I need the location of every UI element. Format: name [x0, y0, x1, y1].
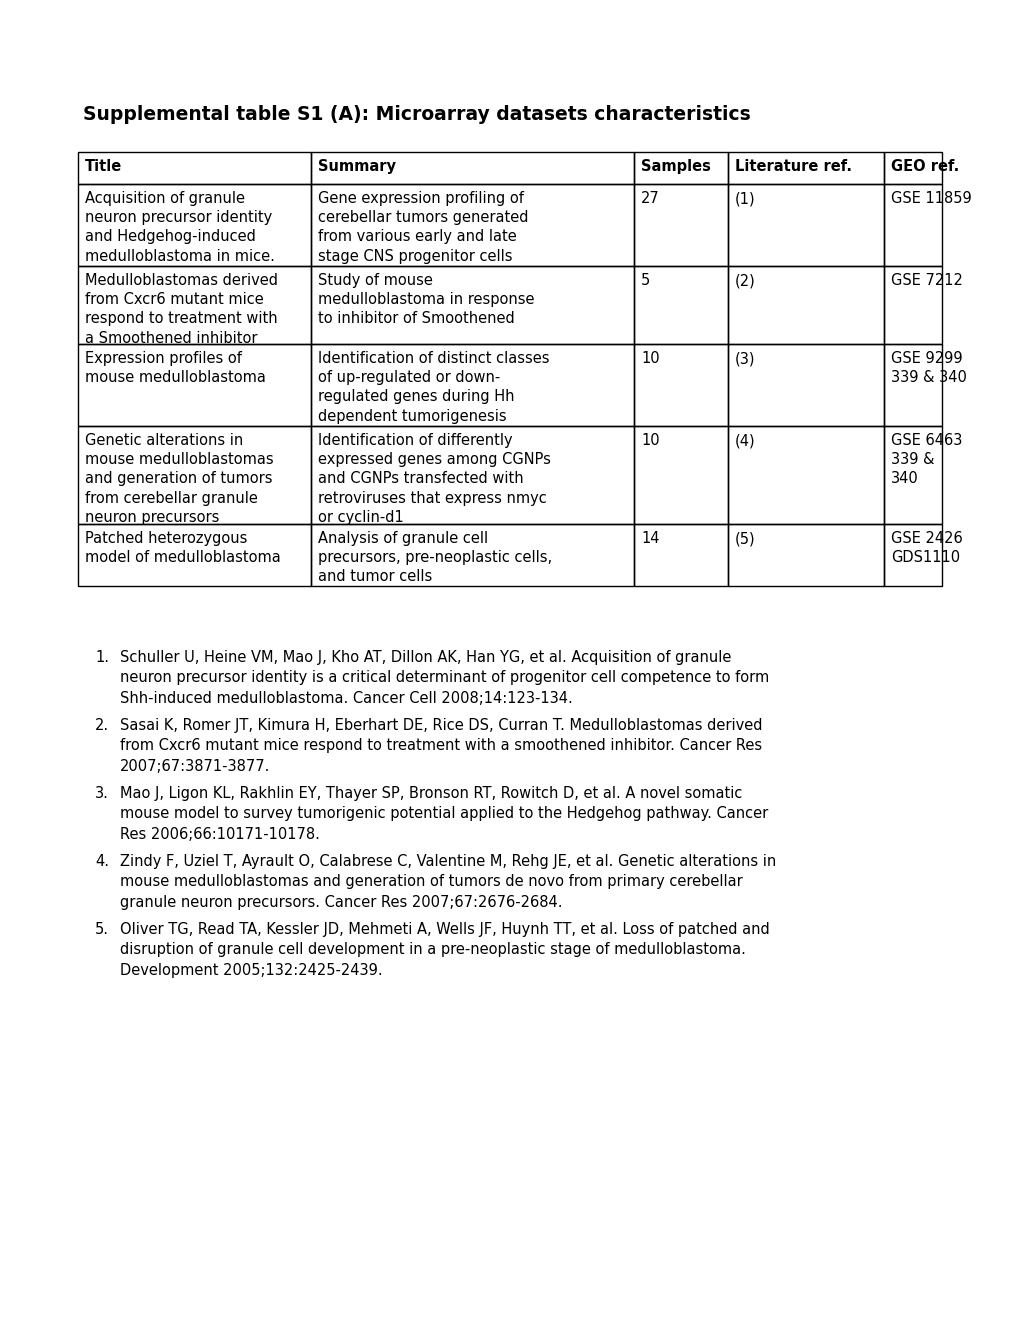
Bar	[883, 183, 942, 267]
Text: (5): (5)	[735, 531, 755, 546]
Text: (4): (4)	[735, 433, 755, 447]
Text: GSE 7212: GSE 7212	[891, 273, 962, 288]
Bar	[77, 152, 311, 183]
Text: Medulloblastomas derived
from Cxcr6 mutant mice
respond to treatment with
a Smoo: Medulloblastomas derived from Cxcr6 muta…	[85, 273, 278, 346]
Text: GSE 6463
339 &
340: GSE 6463 339 & 340	[891, 433, 962, 486]
Text: 10: 10	[640, 433, 659, 447]
Bar	[728, 524, 883, 586]
Text: Literature ref.: Literature ref.	[735, 158, 851, 174]
Bar	[77, 426, 311, 524]
Text: GSE 9299
339 & 340: GSE 9299 339 & 340	[891, 351, 966, 385]
Bar	[311, 345, 634, 426]
Bar	[311, 426, 634, 524]
Bar	[728, 426, 883, 524]
Bar	[634, 183, 728, 267]
Text: Summary: Summary	[318, 158, 395, 174]
Bar	[883, 345, 942, 426]
Text: Schuller U, Heine VM, Mao J, Kho AT, Dillon AK, Han YG, et al. Acquisition of gr: Schuller U, Heine VM, Mao J, Kho AT, Dil…	[120, 649, 768, 706]
Text: GSE 2426
GDS1110: GSE 2426 GDS1110	[891, 531, 962, 565]
Text: Study of mouse
medulloblastoma in response
to inhibitor of Smoothened: Study of mouse medulloblastoma in respon…	[318, 273, 534, 326]
Text: 5: 5	[640, 273, 650, 288]
Text: Supplemental table S1 (A): Microarray datasets characteristics: Supplemental table S1 (A): Microarray da…	[83, 106, 750, 124]
Bar	[77, 345, 311, 426]
Bar	[728, 345, 883, 426]
Bar	[728, 152, 883, 183]
Bar	[634, 152, 728, 183]
Text: GEO ref.: GEO ref.	[891, 158, 958, 174]
Text: Acquisition of granule
neuron precursor identity
and Hedgehog-induced
medullobla: Acquisition of granule neuron precursor …	[85, 191, 274, 264]
Text: GSE 11859: GSE 11859	[891, 191, 971, 206]
Bar	[634, 524, 728, 586]
Bar	[77, 524, 311, 586]
Text: 2.: 2.	[95, 718, 109, 733]
Bar	[883, 524, 942, 586]
Text: 5.: 5.	[95, 921, 109, 937]
Text: Identification of differently
expressed genes among CGNPs
and CGNPs transfected : Identification of differently expressed …	[318, 433, 550, 525]
Bar	[883, 152, 942, 183]
Text: 27: 27	[640, 191, 659, 206]
Text: Genetic alterations in
mouse medulloblastomas
and generation of tumors
from cere: Genetic alterations in mouse medulloblas…	[85, 433, 273, 525]
Bar	[311, 267, 634, 345]
Text: Title: Title	[85, 158, 122, 174]
Bar	[634, 345, 728, 426]
Text: 1.: 1.	[95, 649, 109, 665]
Bar	[311, 152, 634, 183]
Text: Analysis of granule cell
precursors, pre-neoplastic cells,
and tumor cells: Analysis of granule cell precursors, pre…	[318, 531, 551, 585]
Text: 10: 10	[640, 351, 659, 366]
Text: Samples: Samples	[640, 158, 710, 174]
Bar	[311, 183, 634, 267]
Text: Mao J, Ligon KL, Rakhlin EY, Thayer SP, Bronson RT, Rowitch D, et al. A novel so: Mao J, Ligon KL, Rakhlin EY, Thayer SP, …	[120, 785, 767, 842]
Bar	[77, 183, 311, 267]
Bar	[77, 267, 311, 345]
Text: Patched heterozygous
model of medulloblastoma: Patched heterozygous model of medullobla…	[85, 531, 280, 565]
Text: 4.: 4.	[95, 854, 109, 869]
Bar	[634, 267, 728, 345]
Text: (1): (1)	[735, 191, 755, 206]
Bar	[883, 426, 942, 524]
Text: Sasai K, Romer JT, Kimura H, Eberhart DE, Rice DS, Curran T. Medulloblastomas de: Sasai K, Romer JT, Kimura H, Eberhart DE…	[120, 718, 762, 774]
Text: (3): (3)	[735, 351, 755, 366]
Text: Oliver TG, Read TA, Kessler JD, Mehmeti A, Wells JF, Huynh TT, et al. Loss of pa: Oliver TG, Read TA, Kessler JD, Mehmeti …	[120, 921, 769, 978]
Bar	[728, 267, 883, 345]
Text: Identification of distinct classes
of up-regulated or down-
regulated genes duri: Identification of distinct classes of up…	[318, 351, 549, 424]
Text: (2): (2)	[735, 273, 755, 288]
Text: Zindy F, Uziel T, Ayrault O, Calabrese C, Valentine M, Rehg JE, et al. Genetic a: Zindy F, Uziel T, Ayrault O, Calabrese C…	[120, 854, 775, 909]
Bar	[883, 267, 942, 345]
Text: Gene expression profiling of
cerebellar tumors generated
from various early and : Gene expression profiling of cerebellar …	[318, 191, 528, 264]
Text: 3.: 3.	[95, 785, 109, 801]
Text: 14: 14	[640, 531, 659, 546]
Bar	[311, 524, 634, 586]
Bar	[728, 183, 883, 267]
Bar	[634, 426, 728, 524]
Text: Expression profiles of
mouse medulloblastoma: Expression profiles of mouse medulloblas…	[85, 351, 266, 385]
